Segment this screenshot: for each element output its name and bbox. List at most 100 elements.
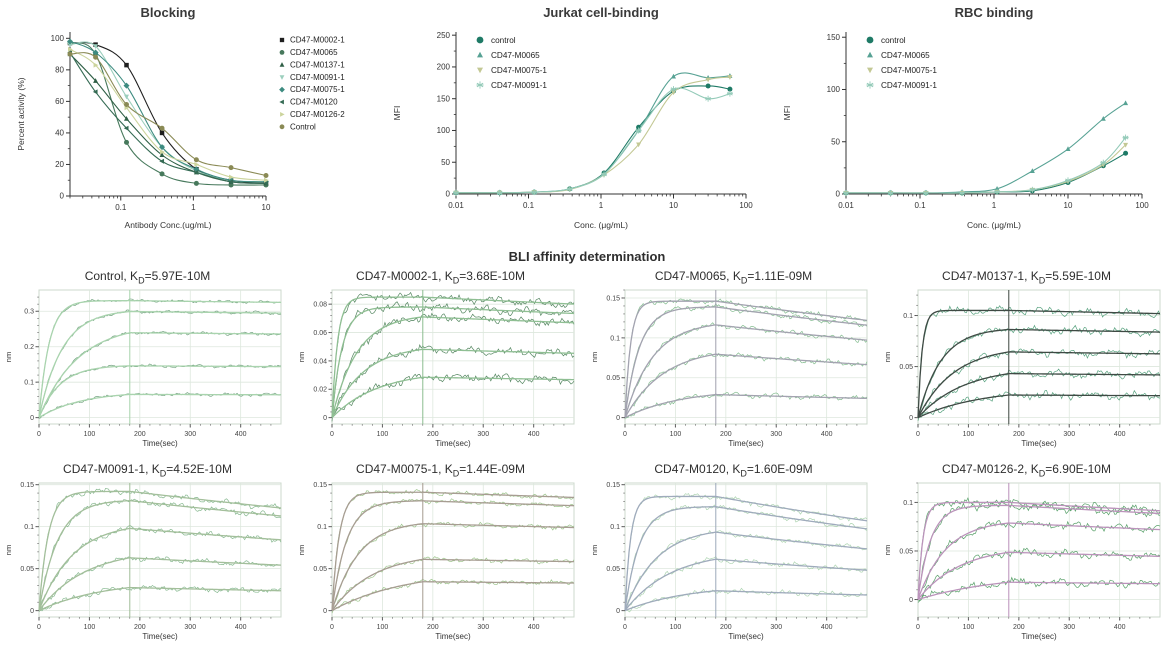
- svg-text:Time(sec): Time(sec): [142, 439, 178, 448]
- svg-text:200: 200: [720, 431, 732, 438]
- svg-text:Antibody Conc.(ug/mL): Antibody Conc.(ug/mL): [125, 220, 212, 230]
- bli-plot-m0137-1: CD47-M0137-1, KD=5.59E-10M 0 100 200 300 400…: [880, 268, 1173, 455]
- svg-text:CD47-M0075-1: CD47-M0075-1: [491, 66, 547, 75]
- svg-text:1: 1: [599, 201, 604, 210]
- svg-text:100: 100: [84, 624, 96, 631]
- svg-text:60: 60: [55, 97, 64, 106]
- svg-text:100: 100: [84, 431, 96, 438]
- svg-text:Time(sec): Time(sec): [142, 632, 178, 641]
- svg-text:CD47-M0091-1: CD47-M0091-1: [290, 73, 345, 82]
- svg-text:0: 0: [330, 431, 334, 438]
- bli-canvas-control: 0 100 200 300 400 0 0.1 0.2 0.3 Time(sec) nm: [4, 289, 282, 448]
- svg-text:300: 300: [184, 431, 196, 438]
- bli-canvas-m0120: 0 100 200 300 400 0 0.05 0.1 0.15 Time(sec) nm: [590, 482, 868, 641]
- svg-text:200: 200: [427, 624, 439, 631]
- svg-text:10: 10: [669, 201, 678, 210]
- bli-canvas-m0091-1: 0 100 200 300 400 0 0.05 0.1 0.15 Time(sec) nm: [4, 482, 282, 641]
- svg-text:0: 0: [37, 624, 41, 631]
- svg-text:0.02: 0.02: [313, 387, 327, 394]
- svg-text:0.05: 0.05: [899, 364, 913, 371]
- svg-text:Time(sec): Time(sec): [1021, 632, 1057, 641]
- svg-text:100: 100: [739, 201, 753, 210]
- bli-plot-m0002-1: CD47-M0002-1, KD=3.68E-10M 0 100 200 300 400…: [294, 268, 587, 455]
- svg-text:0.08: 0.08: [313, 302, 327, 309]
- svg-text:0: 0: [60, 192, 65, 201]
- svg-text:nm: nm: [4, 545, 13, 555]
- svg-text:nm: nm: [590, 352, 599, 362]
- svg-text:400: 400: [821, 431, 833, 438]
- bli-plot-control: Control, KD=5.97E-10M 0 100 200 300 400 0 0.1 0…: [1, 268, 294, 455]
- svg-text:0.3: 0.3: [24, 309, 34, 316]
- svg-text:0.1: 0.1: [903, 313, 913, 320]
- svg-text:0.1: 0.1: [523, 201, 535, 210]
- bli-plot-title: CD47-M0126-2, KD=6.90E-10M: [942, 462, 1111, 479]
- svg-text:400: 400: [235, 431, 247, 438]
- svg-text:Percent activity (%): Percent activity (%): [16, 77, 26, 150]
- svg-text:400: 400: [1114, 431, 1126, 438]
- svg-text:0.1: 0.1: [610, 524, 620, 531]
- svg-text:100: 100: [437, 126, 451, 135]
- svg-text:400: 400: [235, 624, 247, 631]
- svg-text:1: 1: [191, 203, 196, 212]
- svg-text:300: 300: [1063, 624, 1075, 631]
- chart-jurkat-binding: Jurkat cell-binding 0 50 100 150 200 250 0.01 0…: [386, 4, 776, 239]
- jurkat-chart-canvas: 0 50 100 150 200 250 0.01 0.1 1 10 100 Conc. (μg/mL…: [392, 31, 753, 230]
- svg-text:Time(sec): Time(sec): [728, 439, 764, 448]
- bli-plot-m0075-1: CD47-M0075-1, KD=1.44E-09M 0 100 200 300 400…: [294, 461, 587, 648]
- svg-text:300: 300: [477, 431, 489, 438]
- svg-text:100: 100: [963, 431, 975, 438]
- svg-text:400: 400: [1114, 624, 1126, 631]
- svg-text:0.15: 0.15: [20, 482, 34, 489]
- svg-text:0: 0: [616, 608, 620, 615]
- svg-text:CD47-M0126-2: CD47-M0126-2: [290, 110, 345, 119]
- svg-text:0: 0: [30, 608, 34, 615]
- svg-text:CD47-M0075-1: CD47-M0075-1: [881, 66, 937, 75]
- svg-text:0: 0: [330, 624, 334, 631]
- svg-text:200: 200: [134, 624, 146, 631]
- svg-text:300: 300: [770, 624, 782, 631]
- svg-text:0: 0: [836, 190, 841, 199]
- svg-text:150: 150: [437, 94, 451, 103]
- svg-text:0.1: 0.1: [115, 203, 127, 212]
- bli-plot-m0126-2: CD47-M0126-2, KD=6.90E-10M 0 100 200 300 400…: [880, 461, 1173, 648]
- svg-text:CD47-M0065: CD47-M0065: [491, 51, 540, 60]
- svg-text:0.1: 0.1: [24, 380, 34, 387]
- bli-plot-title: CD47-M0137-1, KD=5.59E-10M: [942, 269, 1111, 286]
- svg-text:nm: nm: [297, 352, 306, 362]
- svg-text:200: 200: [1013, 431, 1025, 438]
- svg-text:Time(sec): Time(sec): [728, 632, 764, 641]
- svg-text:400: 400: [528, 624, 540, 631]
- svg-text:0: 0: [323, 415, 327, 422]
- bli-canvas-m0137-1: 0 100 200 300 400 0 0.05 0.1 Time(sec) nm: [883, 289, 1161, 448]
- svg-text:MFI: MFI: [782, 106, 792, 121]
- bli-plot-title: Control, KD=5.97E-10M: [84, 269, 211, 286]
- svg-text:400: 400: [528, 431, 540, 438]
- svg-text:0.1: 0.1: [610, 335, 620, 342]
- svg-text:Control: Control: [290, 122, 316, 131]
- svg-text:0: 0: [623, 624, 627, 631]
- svg-text:nm: nm: [297, 545, 306, 555]
- svg-text:200: 200: [720, 624, 732, 631]
- svg-text:Time(sec): Time(sec): [435, 439, 471, 448]
- svg-text:0.1: 0.1: [914, 201, 926, 210]
- svg-text:200: 200: [437, 63, 451, 72]
- svg-text:0.05: 0.05: [20, 566, 34, 573]
- svg-text:400: 400: [821, 624, 833, 631]
- svg-text:0: 0: [909, 597, 913, 604]
- jurkat-chart-title: Jurkat cell-binding: [543, 5, 659, 20]
- svg-text:CD47-M0075-1: CD47-M0075-1: [290, 85, 345, 94]
- svg-text:nm: nm: [883, 545, 892, 555]
- svg-text:100: 100: [377, 624, 389, 631]
- bli-plot-title: CD47-M0002-1, KD=3.68E-10M: [356, 269, 525, 286]
- svg-text:0.05: 0.05: [899, 548, 913, 555]
- svg-text:0: 0: [37, 431, 41, 438]
- bli-plot-title: CD47-M0091-1, KD=4.52E-10M: [63, 462, 232, 479]
- svg-text:200: 200: [1013, 624, 1025, 631]
- svg-text:100: 100: [377, 431, 389, 438]
- bli-plot-m0091-1: CD47-M0091-1, KD=4.52E-10M 0 100 200 300 400…: [1, 461, 294, 648]
- chart-blocking: Blocking 0 20 40 60 80 100 0.1 1 10 Antibody Conc…: [10, 4, 386, 239]
- svg-text:0.1: 0.1: [903, 500, 913, 507]
- svg-text:300: 300: [1063, 431, 1075, 438]
- svg-text:100: 100: [51, 34, 65, 43]
